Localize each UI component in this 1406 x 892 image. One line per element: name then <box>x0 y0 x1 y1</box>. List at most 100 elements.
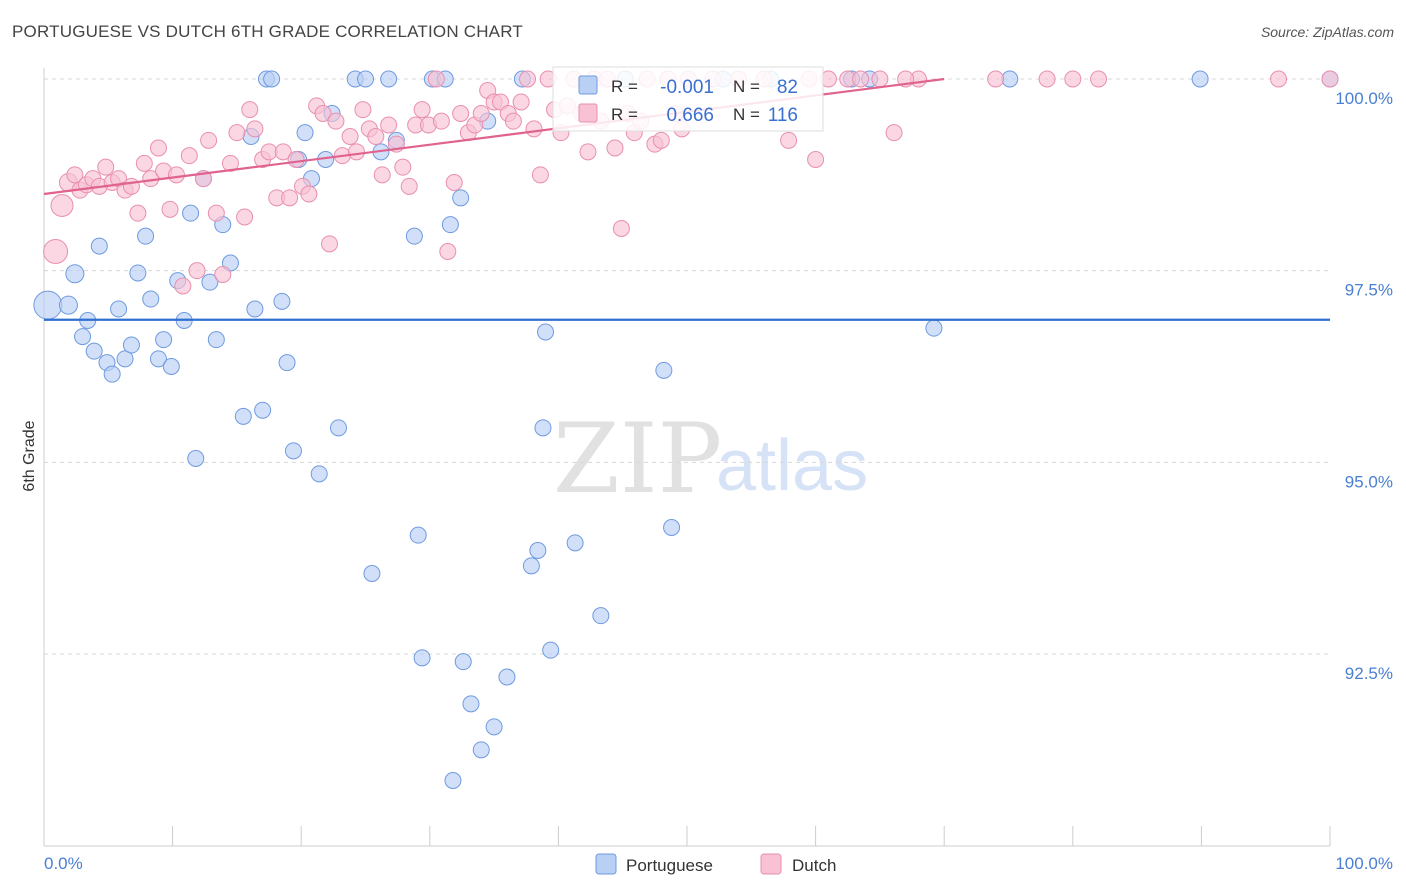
dutch-point-29 <box>236 208 254 226</box>
portuguese-point-10 <box>116 350 134 368</box>
legend-portuguese-label: Portuguese <box>626 856 713 875</box>
portuguese-point-80 <box>1191 70 1209 88</box>
portuguese-point-0 <box>33 290 63 320</box>
dutch-point-31 <box>246 120 264 138</box>
dutch-point-86 <box>612 220 630 238</box>
dutch-point-1 <box>50 194 74 218</box>
y-tick-label-2: 95.0% <box>1345 472 1393 491</box>
dutch-point-51 <box>380 116 398 134</box>
dutch-point-30 <box>241 101 259 119</box>
dutch-point-109 <box>987 70 1005 88</box>
dutch-point-13 <box>129 204 147 222</box>
portuguese-point-30 <box>254 401 272 419</box>
dutch-r-label: R = <box>611 105 638 124</box>
portuguese-point-13 <box>137 227 155 245</box>
dutch-point-14 <box>135 154 153 172</box>
portuguese-point-79 <box>1001 70 1019 88</box>
dutch-point-113 <box>1270 70 1288 88</box>
dutch-point-46 <box>347 143 365 161</box>
dutch-point-81 <box>579 143 597 161</box>
dutch-point-70 <box>504 112 522 130</box>
dutch-point-56 <box>413 101 431 119</box>
watermark-atlas: atlas <box>716 426 868 506</box>
dutch-point-50 <box>373 166 391 184</box>
portuguese-point-15 <box>149 350 167 368</box>
portuguese-point-34 <box>278 354 296 372</box>
portuguese-point-32 <box>263 70 281 88</box>
portuguese-point-42 <box>329 419 347 437</box>
y-tick-label-0: 100.0% <box>1335 89 1393 108</box>
dutch-point-25 <box>207 204 225 222</box>
dutch-point-42 <box>320 235 338 253</box>
dutch-point-100 <box>780 131 798 149</box>
portuguese-point-65 <box>529 542 547 560</box>
dutch-point-8 <box>97 158 115 176</box>
y-tick-label-3: 92.5% <box>1345 664 1393 683</box>
legend-dutch-swatch <box>760 853 782 875</box>
dutch-point-60 <box>439 243 457 261</box>
dutch-r-value: 0.666 <box>666 105 714 126</box>
dutch-point-111 <box>1064 70 1082 88</box>
stats-box: R = -0.001 N = 82 R = 0.666 N = 116 <box>552 66 824 132</box>
portuguese-point-6 <box>90 237 108 255</box>
dutch-point-36 <box>281 189 299 207</box>
x-tick-label-max: 100.0% <box>1335 854 1393 873</box>
portuguese-point-69 <box>566 534 584 552</box>
portuguese-n-value: 82 <box>777 77 798 98</box>
portuguese-point-56 <box>452 189 470 207</box>
portuguese-point-29 <box>246 300 264 318</box>
portuguese-point-21 <box>187 450 205 468</box>
series-legend: Portuguese Dutch <box>595 853 836 875</box>
portuguese-point-37 <box>296 124 314 142</box>
portuguese-point-49 <box>405 227 423 245</box>
portuguese-n-label: N = <box>733 77 760 96</box>
dutch-point-102 <box>807 151 825 169</box>
dutch-stat-swatch <box>578 103 598 123</box>
portuguese-point-64 <box>522 557 540 575</box>
dutch-point-27 <box>221 154 239 172</box>
portuguese-point-1 <box>58 295 78 315</box>
dutch-point-18 <box>161 200 179 218</box>
x-axis-ticks <box>43 826 1331 846</box>
dutch-point-53 <box>394 158 412 176</box>
dutch-point-16 <box>149 139 167 157</box>
portuguese-point-24 <box>207 331 225 349</box>
portuguese-point-5 <box>85 342 103 360</box>
portuguese-point-11 <box>122 336 140 354</box>
dutch-point-21 <box>180 147 198 165</box>
dutch-point-47 <box>354 101 372 119</box>
dutch-point-20 <box>174 277 192 295</box>
dutch-n-value: 116 <box>768 105 798 126</box>
chart-title: PORTUGUESE VS DUTCH 6TH GRADE CORRELATIO… <box>12 22 523 41</box>
portuguese-point-14 <box>142 290 160 308</box>
portuguese-point-59 <box>472 741 490 759</box>
dutch-point-22 <box>188 262 206 280</box>
dutch-n-label: N = <box>733 105 760 124</box>
portuguese-point-70 <box>592 607 610 625</box>
dutch-point-74 <box>531 166 549 184</box>
dutch-point-35 <box>274 143 292 161</box>
dutch-point-12 <box>122 177 140 195</box>
dutch-point-28 <box>228 124 246 142</box>
chart-source: Source: ZipAtlas.com <box>1260 24 1394 40</box>
dutch-point-110 <box>1038 70 1056 88</box>
portuguese-point-66 <box>534 419 552 437</box>
portuguese-point-17 <box>162 358 180 376</box>
dutch-point-24 <box>200 131 218 149</box>
portuguese-point-33 <box>273 292 291 310</box>
portuguese-point-50 <box>409 526 427 544</box>
dutch-point-39 <box>300 185 318 203</box>
portuguese-point-61 <box>485 718 503 736</box>
dutch-point-61 <box>445 174 463 192</box>
dutch-point-49 <box>367 128 385 146</box>
portuguese-point-20 <box>182 204 200 222</box>
portuguese-point-72 <box>655 361 673 379</box>
dutch-point-106 <box>871 70 889 88</box>
stats-box-frame <box>552 66 824 132</box>
legend-portuguese-swatch <box>595 853 617 875</box>
portuguese-point-78 <box>925 319 943 337</box>
portuguese-point-51 <box>413 649 431 667</box>
dutch-point-105 <box>852 70 870 88</box>
portuguese-point-3 <box>74 328 92 346</box>
